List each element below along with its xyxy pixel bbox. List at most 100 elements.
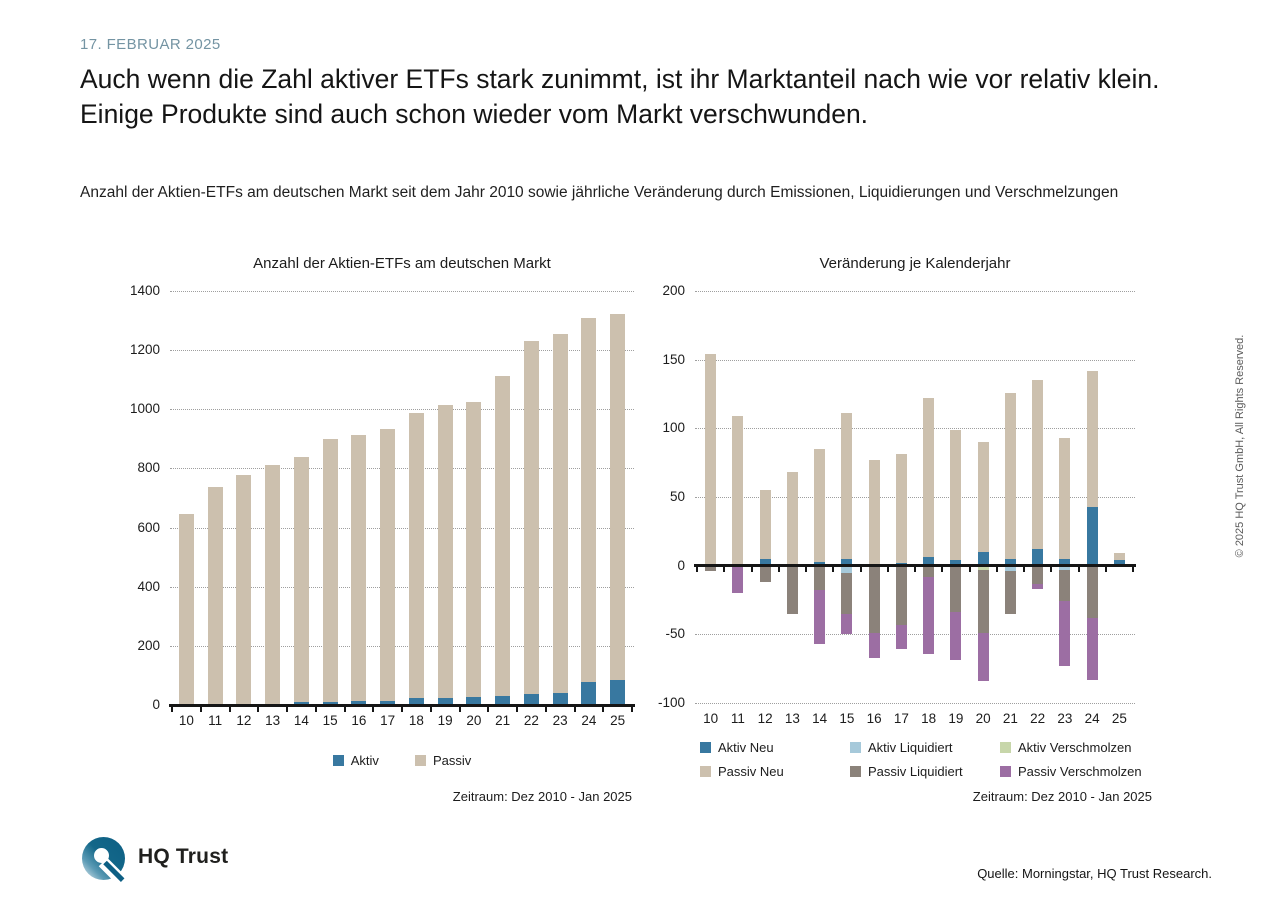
bar-segment [868,459,880,566]
bar-segment [732,415,744,566]
bar-segment [610,679,626,705]
bar-segment [351,701,367,705]
bar-segment [895,454,907,563]
legend-item: Passiv Neu [700,764,850,779]
x-axis-tick-label: 13 [265,713,281,728]
x-axis-tick-label: 20 [466,713,482,728]
axis-tick [401,706,403,712]
legend-item: Aktiv Verschmolzen [1000,740,1160,755]
gridline [170,527,634,529]
bar-segment [923,398,935,558]
x-axis-tick-label: 21 [1002,711,1018,726]
brand-name: HQ Trust [138,845,229,868]
x-axis-tick-label: 15 [839,711,855,726]
axis-tick [631,706,633,712]
legend-swatch-icon [1000,742,1011,753]
chart-title: Anzahl der Aktien-ETFs am deutschen Mark… [253,255,551,272]
bar-segment [841,565,853,573]
bar-segment [495,696,511,705]
bar-segment [380,429,396,701]
bar-segment [466,402,482,697]
axis-tick [995,567,998,573]
legend-swatch-icon [332,755,344,766]
bar-segment [322,438,338,702]
bar-segment [581,681,597,705]
bar-segment [1004,558,1016,566]
x-axis-tick-label: 24 [1084,711,1100,726]
x-axis-tick-label: 23 [552,713,568,728]
bar-segment [841,558,853,566]
axis-tick [314,706,317,712]
bar-segment [950,560,962,566]
axis-tick [941,567,944,573]
legend-label: Aktiv Neu [718,740,774,755]
bar-segment [1032,549,1044,566]
y-axis-tick-label: 150 [662,351,685,367]
legend-label: Aktiv Verschmolzen [1018,740,1132,755]
chart-veraenderung-je-kalenderjahr: Veränderung je Kalenderjahr Aktiv Neu Akt… [658,248,1180,823]
bar-segment [1032,380,1044,550]
bar-segment [610,314,626,680]
y-axis-tick-label: 1200 [129,342,160,358]
gridline [170,645,634,647]
gridline [695,291,1135,292]
axis-tick [1077,567,1080,573]
gridline [695,497,1135,498]
gridline [170,586,634,588]
y-axis-tick-label: 50 [669,489,685,504]
logo-inner-circle [94,848,109,863]
axis-tick [1132,567,1134,573]
bar-segment [1086,565,1098,618]
axis-tick [429,706,432,712]
bar-segment [293,456,309,703]
x-axis-tick-label: 25 [610,713,626,728]
bar-segment [895,565,907,625]
y-axis-tick-label: 0 [152,697,160,712]
bar-segment [977,442,989,552]
bar-segment [732,565,744,594]
x-axis-tick-label: 16 [866,711,882,726]
axis-tick [458,706,461,712]
legend-label: Passiv Verschmolzen [1018,764,1142,779]
axis-tick [199,706,202,712]
bar-segment [207,487,223,705]
axis-tick [544,706,547,712]
y-axis-tick-label: 0 [677,557,685,573]
legend-item: Aktiv [332,753,379,768]
page-subtitle: Anzahl der Aktien-ETFs am deutschen Mark… [80,184,1119,201]
bar-segment [1004,392,1016,559]
x-axis-tick-label: 20 [975,711,991,726]
gridline [170,468,634,470]
legend-swatch-icon [850,766,861,777]
legend-swatch-icon [1000,766,1011,777]
bar-segment [1059,558,1071,566]
axis-tick [487,706,490,712]
legend-label: Aktiv Liquidiert [868,740,953,755]
bar-segment [1113,553,1125,561]
bar-segment [1032,583,1044,589]
legend-swatch-icon [700,742,711,753]
bar-segment [841,413,853,559]
x-axis-tick-label: 21 [495,713,511,728]
bar-segment [950,565,962,613]
date-label: 17. FEBRUAR 2025 [80,36,221,53]
x-axis-tick-label: 14 [812,711,828,726]
bar-segment [495,375,511,697]
chart-footnote: Zeitraum: Dez 2010 - Jan 2025 [452,789,632,804]
x-axis-tick-label: 24 [581,713,597,728]
legend-item: Passiv Verschmolzen [1000,764,1160,779]
axis-tick [1050,567,1053,573]
axis-tick [859,567,862,573]
page-title: Auch wenn die Zahl aktiver ETFs stark zu… [80,64,1160,129]
bar-segment [977,632,989,682]
y-axis-tick-label: 1400 [129,283,160,298]
axis-tick [750,567,753,573]
bar-segment [1032,565,1044,584]
axis-tick [832,567,835,573]
bar-segment [868,632,880,658]
bar-segment [977,565,989,570]
hq-trust-logo [82,837,129,888]
bar-segment [950,429,962,561]
bar-segment [408,412,424,699]
x-axis-tick-label: 23 [1057,711,1073,726]
